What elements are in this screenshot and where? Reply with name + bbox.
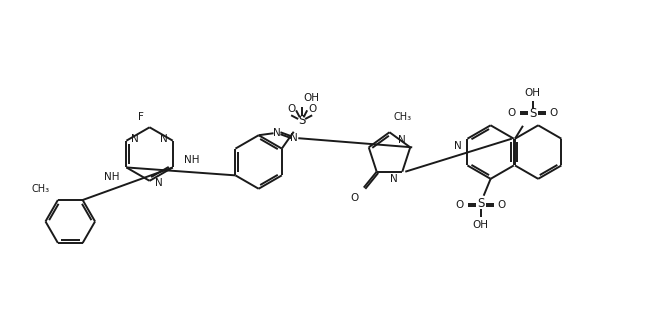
Text: OH: OH <box>525 88 541 98</box>
Text: OH: OH <box>473 221 489 231</box>
Text: S: S <box>477 197 485 210</box>
Text: OH: OH <box>304 93 320 103</box>
Text: N: N <box>160 134 167 144</box>
Text: CH₃: CH₃ <box>32 184 50 194</box>
Text: F: F <box>138 112 144 122</box>
Text: N: N <box>397 135 405 145</box>
Text: N: N <box>291 133 298 143</box>
Text: N: N <box>454 141 462 151</box>
Text: N: N <box>154 178 162 188</box>
Text: S: S <box>298 114 305 127</box>
Text: CH₃: CH₃ <box>393 112 412 122</box>
Text: O: O <box>549 108 558 118</box>
Text: N: N <box>131 134 139 144</box>
Text: NH: NH <box>184 156 199 166</box>
Text: N: N <box>390 174 397 184</box>
Text: O: O <box>508 108 516 118</box>
Text: NH: NH <box>105 172 120 182</box>
Text: O: O <box>498 200 506 210</box>
Text: N: N <box>273 128 280 138</box>
Text: S: S <box>529 108 536 120</box>
Text: O: O <box>308 104 316 114</box>
Text: O: O <box>455 200 464 210</box>
Text: O: O <box>351 193 359 203</box>
Text: O: O <box>288 104 296 114</box>
